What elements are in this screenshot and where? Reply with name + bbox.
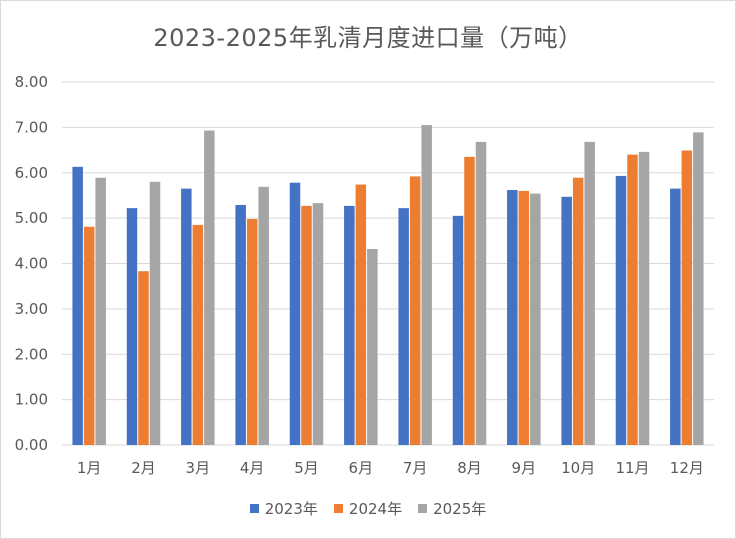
x-category-label: 7月 [403,459,428,477]
y-tick-label: 5.00 [15,209,48,227]
legend-item: 2025年 [418,498,486,519]
x-category-label: 9月 [512,459,537,477]
bar [507,189,518,445]
bar [693,132,704,445]
y-tick-label: 0.00 [15,436,48,454]
x-category-label: 2月 [131,459,156,477]
bar [204,130,215,446]
y-tick-label: 8.00 [15,73,48,91]
bar [246,219,258,445]
legend-label: 2025年 [433,500,487,518]
bar [126,208,138,445]
y-tick-label: 2.00 [15,345,48,363]
bar [181,188,192,445]
bar [452,215,464,445]
bar [475,141,487,445]
bar [95,177,106,446]
x-category-label: 10月 [561,459,595,477]
legend-label: 2024年 [348,500,403,518]
bar [530,193,541,445]
legend-item: 2023年 [249,498,318,519]
bar [258,186,269,445]
bar [464,156,475,445]
legend-swatch [249,504,259,513]
bar [409,176,421,445]
x-category-label: 8月 [457,459,482,477]
bar [367,248,378,445]
bar [289,182,301,446]
bar [344,205,355,445]
bar [681,150,693,445]
legend: 2023年 2024年 2025年 [0,498,736,519]
bar [561,196,572,445]
bar [615,175,627,445]
bar [72,166,83,445]
bar [83,226,95,445]
y-tick-label: 1.00 [15,391,48,409]
bars [72,125,704,446]
bar [584,141,595,445]
bar [149,181,161,445]
bar [312,203,324,445]
legend-item: 2024年 [333,498,403,519]
y-axis-tick-labels: 0.00 1.00 2.00 3.00 4.00 5.00 6.00 7.00 8.00 [15,73,48,454]
bar [518,190,530,445]
bar [638,151,650,445]
y-tick-label: 3.00 [15,300,48,318]
bar [670,188,681,445]
x-category-label: 11月 [615,459,649,477]
bar [138,271,149,445]
x-category-label: 6月 [349,459,374,477]
bar [398,208,409,445]
x-category-label: 5月 [294,459,319,477]
x-category-label: 12月 [670,459,704,477]
x-category-label: 4月 [240,459,265,477]
x-category-label: 3月 [186,459,211,477]
bar [355,184,367,446]
y-tick-label: 4.00 [15,255,48,273]
bar [627,154,638,445]
legend-swatch [333,504,343,513]
x-category-label: 1月 [77,459,102,477]
y-tick-label: 7.00 [15,118,48,136]
chart-title: 2023-2025年乳清月度进口量（万吨） [153,24,583,52]
bar [235,204,246,445]
bar [572,177,584,446]
bar [421,125,432,446]
bar [301,205,312,445]
legend-label: 2023年 [264,500,318,518]
gridlines [62,81,714,446]
x-axis-category-labels: 1月 2月 3月 4月 5月 6月 7月 8月 9月 10月 11月 12月 [77,459,704,477]
bar [192,224,204,445]
y-tick-label: 6.00 [15,164,48,182]
legend-swatch [418,504,428,513]
